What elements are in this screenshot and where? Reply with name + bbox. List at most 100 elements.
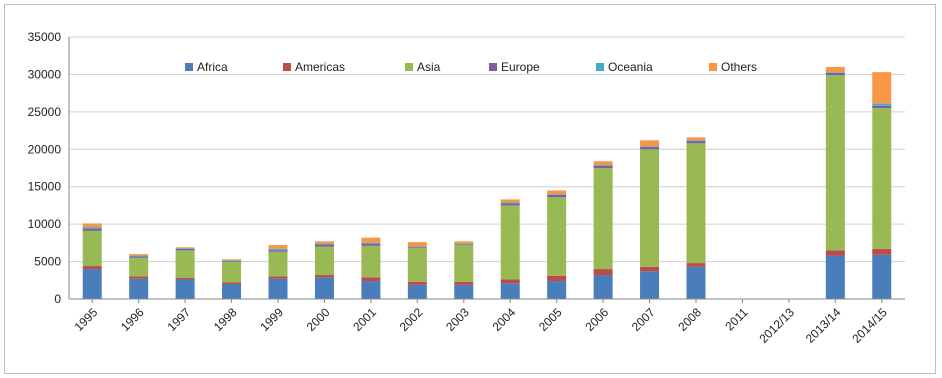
chart-frame: 0 5000 10000 15000 20000 25000 30000 35000 1995… bbox=[4, 4, 936, 374]
bar-segment-oceania-2000 bbox=[314, 243, 334, 245]
bar-segment-oceania-1997 bbox=[175, 248, 195, 249]
legend-swatch-others bbox=[709, 63, 717, 71]
x-tick-label: 2011 bbox=[722, 305, 750, 333]
x-tick-label: 2008 bbox=[675, 305, 704, 334]
bar-segment-others-1998 bbox=[222, 259, 242, 261]
bar-segment-oceania-2002 bbox=[407, 246, 427, 248]
bar-segment-americas-2008 bbox=[686, 263, 706, 267]
bar-segment-africa-1997 bbox=[175, 279, 195, 299]
bar-segment-others-2014-15 bbox=[872, 72, 892, 104]
bar-segment-others-1997 bbox=[175, 247, 195, 249]
bar-segment-asia-2001 bbox=[361, 245, 381, 278]
y-tick-label: 30000 bbox=[28, 67, 62, 81]
y-tick-label: 15000 bbox=[28, 180, 62, 194]
bar-segment-americas-2003 bbox=[454, 281, 474, 285]
bar-segment-oceania-2014-15 bbox=[872, 103, 892, 106]
bar-segment-europe-1999 bbox=[268, 250, 288, 252]
bar-segment-oceania-1999 bbox=[268, 248, 288, 251]
bar-segment-americas-2007 bbox=[640, 266, 660, 272]
x-tick-label: 2001 bbox=[350, 305, 379, 334]
y-tick-label: 25000 bbox=[28, 105, 62, 119]
bar-segment-asia-2008 bbox=[686, 143, 706, 264]
bar-segment-africa-2001 bbox=[361, 281, 381, 299]
x-axis-tick-labels: 1995 1996 1997 1998 1999 2000 2001 2002 2003 2004… bbox=[72, 305, 891, 346]
bar-segment-europe-2002 bbox=[407, 247, 427, 249]
bar-segment-asia-2013-14 bbox=[825, 75, 845, 251]
bar-segment-asia-2006 bbox=[593, 168, 613, 270]
x-tick-label: 2005 bbox=[536, 305, 565, 334]
bar-segment-oceania-2005 bbox=[547, 194, 567, 195]
legend-label-asia: Asia bbox=[417, 60, 441, 74]
x-tick-label: 2012/13 bbox=[756, 305, 797, 346]
bar-segment-africa-2002 bbox=[407, 284, 427, 299]
y-tick-label: 10000 bbox=[28, 217, 62, 231]
y-axis-tick-labels: 0 5000 10000 15000 20000 25000 30000 35000 bbox=[28, 30, 62, 306]
legend-swatch-americas bbox=[283, 63, 291, 71]
bar-segment-others-2004 bbox=[500, 199, 520, 203]
bar-segment-europe-1997 bbox=[175, 248, 195, 251]
x-tick-label: 2002 bbox=[397, 305, 426, 334]
legend-swatch-asia bbox=[405, 63, 413, 71]
x-tick-label: 2013/14 bbox=[803, 305, 844, 346]
bar-segment-others-1995 bbox=[82, 223, 102, 228]
bar-segment-oceania-2001 bbox=[361, 242, 381, 244]
bar-segment-africa-2004 bbox=[500, 283, 520, 299]
bar-segment-asia-1995 bbox=[82, 230, 102, 267]
bar-segment-americas-1998 bbox=[222, 282, 242, 285]
bar-segment-oceania-2007 bbox=[640, 146, 660, 148]
bar-segment-europe-2001 bbox=[361, 243, 381, 246]
bar-segment-americas-2013-14 bbox=[825, 250, 845, 256]
bar-segment-americas-2002 bbox=[407, 281, 427, 285]
bar-segment-africa-2014-15 bbox=[872, 254, 892, 299]
legend-swatch-africa bbox=[185, 63, 193, 71]
bar-segment-africa-2003 bbox=[454, 284, 474, 299]
bar-segment-others-1996 bbox=[129, 254, 149, 256]
x-tick-label: 2007 bbox=[629, 305, 658, 334]
bar-segment-europe-1998 bbox=[222, 260, 242, 262]
bar-segment-others-2003 bbox=[454, 241, 474, 244]
bars bbox=[82, 66, 892, 299]
legend-label-africa: Africa bbox=[197, 60, 228, 74]
bar-segment-others-2001 bbox=[361, 237, 381, 243]
stacked-bar-chart: 0 5000 10000 15000 20000 25000 30000 35000 1995… bbox=[28, 30, 905, 346]
x-tick-label: 1995 bbox=[72, 305, 101, 334]
bar-segment-americas-1995 bbox=[82, 266, 102, 270]
bar-segment-europe-1996 bbox=[129, 256, 149, 258]
bar-segment-europe-2003 bbox=[454, 244, 474, 246]
x-tick-label: 1999 bbox=[257, 305, 286, 334]
legend: Africa Americas Asia Europe Oceania Others bbox=[185, 60, 757, 74]
bar-segment-americas-2005 bbox=[547, 275, 567, 282]
bar-segment-europe-2014-15 bbox=[872, 105, 892, 109]
legend-label-oceania: Oceania bbox=[608, 60, 653, 74]
bar-segment-africa-1998 bbox=[222, 284, 242, 299]
y-tick-label: 20000 bbox=[28, 142, 62, 156]
legend-label-others: Others bbox=[721, 60, 757, 74]
bar-segment-others-2002 bbox=[407, 242, 427, 247]
bar-segment-asia-2003 bbox=[454, 245, 474, 282]
y-tick-label: 0 bbox=[54, 292, 61, 306]
y-tick-label: 5000 bbox=[34, 255, 61, 269]
bar-segment-africa-2007 bbox=[640, 271, 660, 299]
x-tick-label: 1996 bbox=[118, 305, 147, 334]
bar-segment-others-1999 bbox=[268, 245, 288, 249]
bar-segment-asia-2004 bbox=[500, 205, 520, 280]
bar-segment-africa-2000 bbox=[314, 277, 334, 299]
bar-segment-others-2013-14 bbox=[825, 66, 845, 73]
bar-segment-oceania-2006 bbox=[593, 165, 613, 166]
bar-segment-oceania-2003 bbox=[454, 243, 474, 245]
bar-segment-americas-1997 bbox=[175, 278, 195, 280]
bar-segment-others-2007 bbox=[640, 140, 660, 147]
bar-segment-asia-2014-15 bbox=[872, 108, 892, 249]
bar-segment-oceania-2008 bbox=[686, 140, 706, 142]
bar-segment-africa-1995 bbox=[82, 269, 102, 299]
bar-segment-oceania-1998 bbox=[222, 260, 242, 261]
bar-segment-asia-2007 bbox=[640, 149, 660, 267]
x-tick-label: 1998 bbox=[211, 305, 240, 334]
bar-segment-europe-2013-14 bbox=[825, 72, 845, 76]
bar-segment-africa-1996 bbox=[129, 278, 149, 299]
bar-segment-asia-2005 bbox=[547, 197, 567, 276]
bar-segment-americas-2004 bbox=[500, 279, 520, 284]
legend-label-europe: Europe bbox=[501, 60, 540, 74]
bar-segment-europe-2000 bbox=[314, 244, 334, 247]
bar-segment-others-2008 bbox=[686, 137, 706, 141]
